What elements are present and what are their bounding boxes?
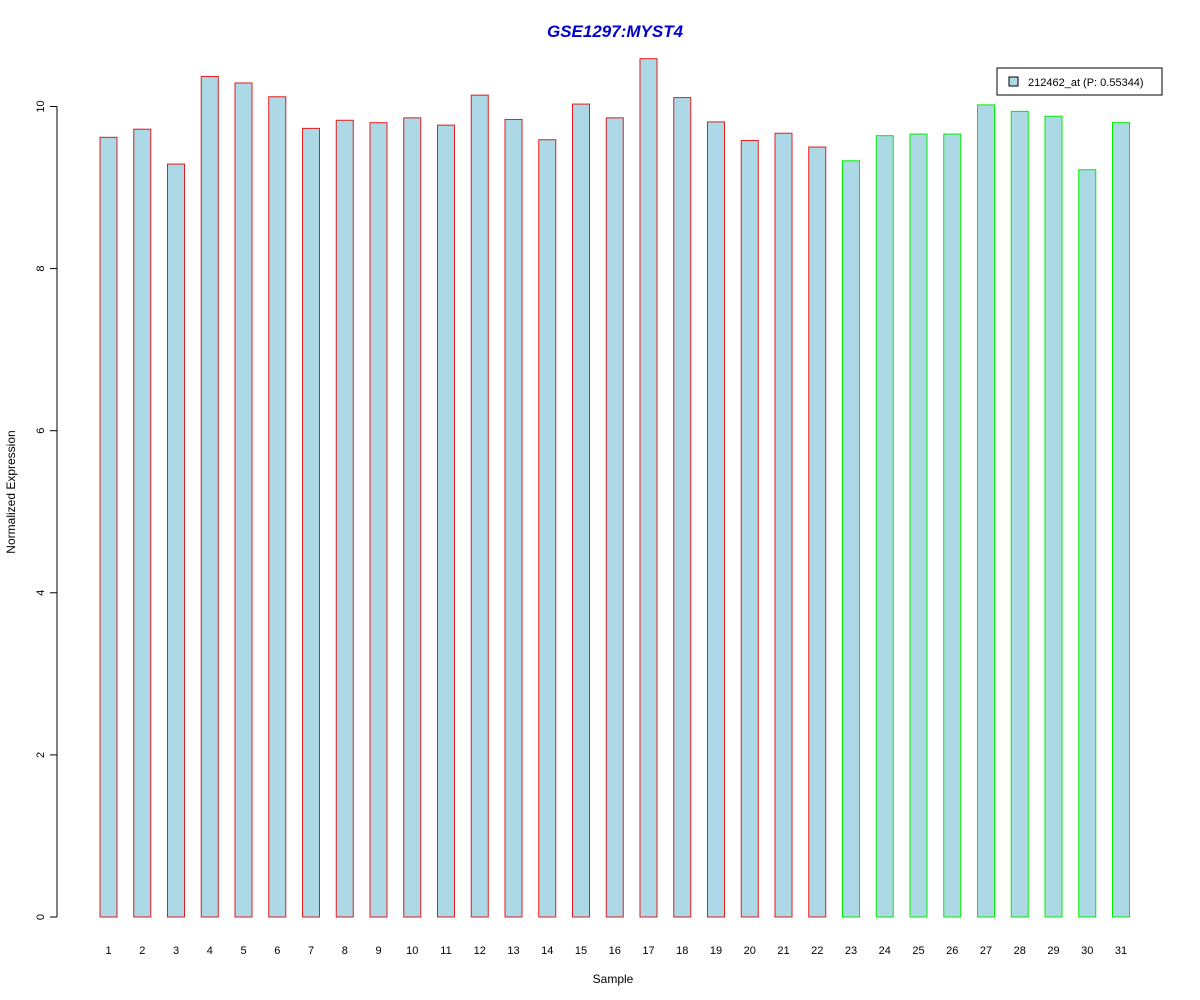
bar-sample-21 bbox=[774, 132, 793, 918]
bar-sample-23 bbox=[842, 160, 860, 918]
x-tick-label: 8 bbox=[342, 945, 348, 957]
x-tick-label: 6 bbox=[274, 945, 280, 957]
bar-sample-2 bbox=[133, 128, 152, 918]
x-tick-label: 22 bbox=[811, 945, 823, 957]
bar-sample-8 bbox=[335, 119, 354, 918]
x-tick-label: 25 bbox=[912, 945, 924, 957]
bar-sample-31 bbox=[1112, 122, 1130, 918]
x-tick-label: 20 bbox=[744, 945, 756, 957]
x-tick-label: 28 bbox=[1014, 945, 1026, 957]
x-tick-label: 2 bbox=[139, 945, 145, 957]
bar-sample-27 bbox=[977, 104, 995, 918]
bar-sample-15 bbox=[572, 103, 590, 918]
x-tick-label: 17 bbox=[642, 945, 654, 957]
bar-sample-13 bbox=[504, 118, 523, 918]
x-tick-label: 24 bbox=[879, 945, 891, 957]
x-tick-label: 31 bbox=[1115, 945, 1127, 957]
y-tick-label: 2 bbox=[35, 752, 47, 758]
bar-sample-24 bbox=[875, 135, 894, 918]
bar-sample-18 bbox=[673, 97, 692, 918]
y-tick-label: 4 bbox=[35, 590, 47, 596]
y-tick-label: 0 bbox=[35, 914, 47, 920]
bar-sample-3 bbox=[167, 163, 185, 918]
bar-sample-7 bbox=[302, 127, 320, 918]
bar-sample-25 bbox=[909, 133, 928, 918]
bar-sample-26 bbox=[943, 133, 962, 918]
x-tick-label: 18 bbox=[676, 945, 688, 957]
bar-sample-17 bbox=[639, 58, 658, 918]
bar-sample-30 bbox=[1078, 169, 1097, 918]
legend-swatch bbox=[1008, 76, 1019, 87]
x-axis-label: Sample bbox=[593, 972, 634, 986]
bar-sample-4 bbox=[200, 76, 219, 918]
chart-title: GSE1297:MYST4 bbox=[547, 22, 684, 41]
x-tick-label: 19 bbox=[710, 945, 722, 957]
bar-sample-19 bbox=[707, 121, 725, 918]
x-tick-labels: 1 2 3 4 5 6 7 8 9 10 11 12 13 14 15 16 17 18 19 20 21 22 23 24 2… bbox=[105, 945, 1127, 957]
bar-sample-9 bbox=[369, 122, 388, 918]
y-axis-label: Normalized Expression bbox=[4, 430, 18, 553]
legend-box bbox=[996, 67, 1163, 96]
x-tick-label: 30 bbox=[1081, 945, 1093, 957]
x-tick-label: 5 bbox=[240, 945, 246, 957]
x-tick-label: 9 bbox=[375, 945, 381, 957]
legend-entry-label: 212462_at (P: 0.55344) bbox=[1028, 77, 1144, 89]
x-tick-label: 13 bbox=[507, 945, 519, 957]
bar-sample-5 bbox=[234, 82, 253, 918]
x-tick-label: 16 bbox=[609, 945, 621, 957]
bar-sample-14 bbox=[538, 139, 557, 918]
x-tick-label: 12 bbox=[474, 945, 486, 957]
x-tick-label: 10 bbox=[406, 945, 418, 957]
x-tick-label: 29 bbox=[1047, 945, 1059, 957]
legend: 212462_at (P: 0.55344) bbox=[996, 67, 1163, 96]
x-tick-label: 3 bbox=[173, 945, 179, 957]
x-tick-label: 15 bbox=[575, 945, 587, 957]
x-tick-label: 1 bbox=[105, 945, 111, 957]
x-tick-label: 7 bbox=[308, 945, 314, 957]
bar-sample-16 bbox=[605, 117, 624, 918]
bar-sample-12 bbox=[470, 94, 489, 918]
bar-sample-6 bbox=[268, 96, 287, 918]
y-tick-label: 6 bbox=[35, 428, 47, 434]
y-tick-label: 8 bbox=[35, 266, 47, 272]
x-tick-label: 26 bbox=[946, 945, 958, 957]
bar-sample-10 bbox=[403, 117, 422, 918]
bar-sample-29 bbox=[1044, 115, 1063, 918]
x-tick-label: 23 bbox=[845, 945, 857, 957]
bar-sample-11 bbox=[437, 124, 455, 918]
x-tick-label: 4 bbox=[207, 945, 213, 957]
y-axis: 0 2 4 6 8 10 bbox=[35, 100, 58, 920]
x-tick-label: 27 bbox=[980, 945, 992, 957]
y-tick-label: 10 bbox=[35, 100, 47, 112]
bar-sample-22 bbox=[808, 146, 827, 918]
bar-sample-28 bbox=[1010, 110, 1029, 918]
bar-sample-1 bbox=[99, 136, 118, 918]
bars bbox=[99, 58, 1130, 918]
bar-sample-20 bbox=[740, 140, 759, 918]
x-tick-label: 14 bbox=[541, 945, 553, 957]
x-tick-label: 21 bbox=[777, 945, 789, 957]
x-tick-label: 11 bbox=[440, 945, 451, 957]
